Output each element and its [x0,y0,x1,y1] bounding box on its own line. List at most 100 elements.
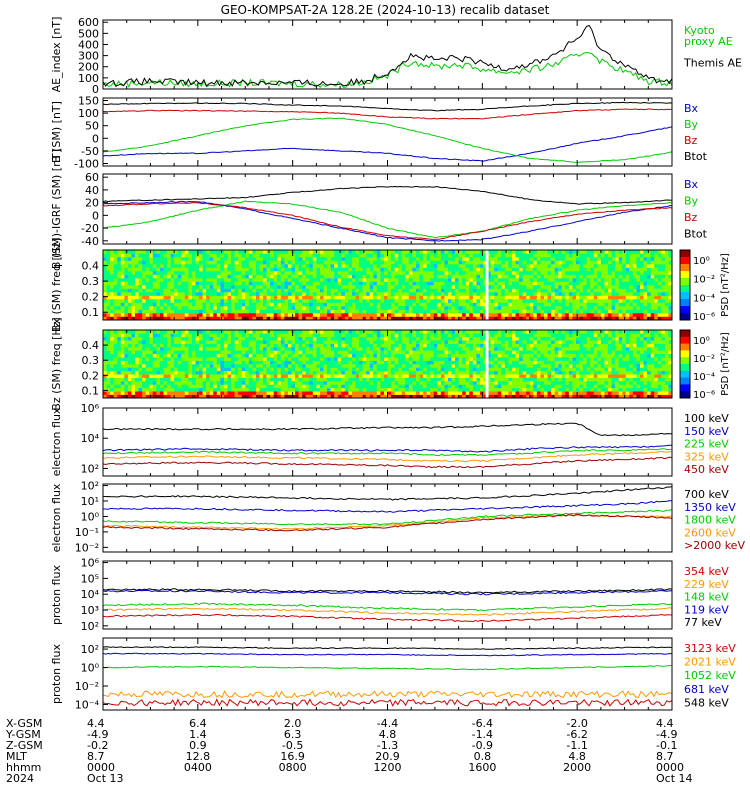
heatmap-cell [184,292,189,296]
heatmap-cell [508,250,513,254]
heatmap-cell [440,278,445,282]
heatmap-cell [238,333,242,338]
heatmap-cell [650,316,655,321]
heatmap-cell [216,367,221,372]
heatmap-cell [170,260,175,265]
heatmap-cell [213,370,218,375]
heatmap-cell [163,302,168,307]
heatmap-cell [202,374,207,378]
heatmap-cell [181,309,186,314]
heatmap-cell [476,250,481,254]
heatmap-cell [323,347,328,351]
heatmap-cell [188,336,193,341]
heatmap-cell [316,309,321,314]
heatmap-cell [327,313,331,317]
heatmap-cell [529,264,534,268]
heatmap-cell [110,309,114,314]
heatmap-cell [117,316,122,321]
heatmap-cell [110,313,114,317]
heatmap-cell [291,285,296,289]
colorbar-segment [680,257,690,265]
heatmap-cell [127,257,132,261]
heatmap-cell [312,377,317,382]
heatmap-cell [291,257,296,261]
heatmap-cell [423,260,427,265]
heatmap-cell [234,377,239,382]
heatmap-cell [135,357,139,361]
heatmap-cell [455,257,459,261]
heatmap-cell [263,333,267,338]
heatmap-cell [405,278,410,282]
heatmap-cell [206,274,210,279]
heatmap-cell [447,306,452,310]
heatmap-cell [586,271,591,275]
heatmap-cell [124,309,129,314]
heatmap-cell [124,299,129,303]
heatmap-cell [103,384,107,389]
heatmap-cell [309,250,314,254]
heatmap-cell [263,285,267,289]
heatmap-cell [469,292,474,296]
heatmap-cell [266,343,271,348]
heatmap-cell [380,253,385,258]
heatmap-cell [287,357,292,361]
heatmap-cell [366,374,371,378]
heatmap-cell [359,253,363,258]
heatmap-cell [440,306,445,310]
heatmap-cell [568,292,573,296]
heatmap-cell [220,309,225,314]
heatmap-cell [252,370,257,375]
heatmap-cell [220,381,225,385]
heatmap-cell [359,394,363,399]
heatmap-cell [387,285,392,289]
heatmap-cell [135,381,139,385]
heatmap-cell [629,313,634,317]
heatmap-cell [490,257,495,261]
heatmap-cell [647,264,651,268]
heatmap-cell [291,316,296,321]
heatmap-cell [430,302,435,307]
heatmap-cell [657,260,662,265]
heatmap-cell [295,347,299,351]
heatmap-cell [561,278,566,282]
heatmap-cell [106,299,111,303]
colorbar-segment [680,299,690,307]
heatmap-cell [327,394,331,399]
heatmap-cell [248,347,253,351]
heatmap-cell [127,353,132,358]
heatmap-cell [167,313,171,317]
heatmap-cell [135,370,139,375]
heatmap-cell [156,288,161,293]
heatmap-cell [529,299,534,303]
heatmap-cell [419,309,424,314]
heatmap-cell [533,302,538,307]
heatmap-cell [213,281,218,286]
heatmap-cell [216,340,221,344]
heatmap-cell [366,333,371,338]
heatmap-cell [298,274,303,279]
heatmap-cell [394,257,399,261]
heatmap-cell [142,250,146,254]
heatmap-cell [248,377,253,382]
heatmap-cell [287,278,292,282]
heatmap-cell [220,387,225,392]
heatmap-cell [188,295,193,300]
heatmap-cell [586,260,591,265]
heatmap-cell [618,257,623,261]
heatmap-cell [216,264,221,268]
heatmap-cell [103,387,107,392]
heatmap-cell [273,381,278,385]
heatmap-cell [110,336,114,341]
heatmap-cell [163,292,168,296]
heatmap-cell [277,292,282,296]
heatmap-cell [245,271,250,275]
heatmap-cell [632,309,637,314]
heatmap-cell [458,292,463,296]
heatmap-cell [149,274,154,279]
heatmap-cell [650,281,655,286]
heatmap-cell [355,336,360,341]
heatmap-cell [302,288,307,293]
heatmap-cell [191,343,196,348]
heatmap-cell [202,330,207,334]
heatmap-cell [110,264,114,268]
